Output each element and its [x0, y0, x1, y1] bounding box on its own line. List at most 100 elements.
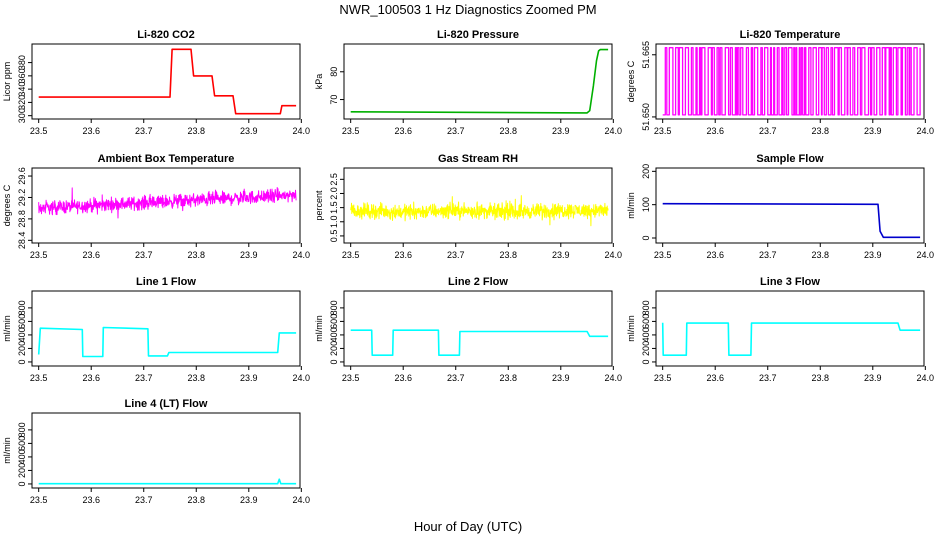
x-tick-label: 23.6 [394, 373, 412, 383]
x-tick-label: 23.8 [811, 373, 829, 383]
y-tick-label: 100 [641, 197, 651, 212]
x-tick-label: 23.6 [394, 250, 412, 260]
panel-li-820-pressure: Li-820 Pressure kPa 23.5 23.6 23.7 23.8 23.9 24… [314, 29, 622, 136]
panel-line-2-flow: Line 2 Flow ml/min 23.5 23.6 23.7 23.8 23.9 24.… [314, 276, 622, 383]
x-tick-label: 23.9 [864, 126, 882, 136]
y-tick-label: 400 [641, 327, 651, 342]
y-tick-label: 800 [329, 300, 339, 315]
y-tick-label: 0 [17, 481, 27, 486]
y-tick-label: 1.0 [329, 216, 339, 229]
y-axis-label: ml/min [2, 437, 12, 464]
y-tick-label: 0 [329, 359, 339, 364]
y-tick-label: 200 [17, 341, 27, 356]
panel-li-820-co2: Li-820 CO2 Licor ppm 23.5 23.6 23.7 23.8 23.9 2… [2, 29, 310, 136]
x-tick-label: 23.6 [82, 373, 100, 383]
y-tick-label: 800 [641, 300, 651, 315]
x-tick-label: 23.8 [499, 126, 517, 136]
y-axis-label: ml/min [314, 315, 324, 342]
y-tick-label: 0 [641, 359, 651, 364]
y-tick-label: 600 [17, 314, 27, 329]
y-tick-label: 200 [641, 164, 651, 179]
y-tick-label: 29.2 [17, 189, 27, 207]
x-tick-label: 23.6 [82, 495, 100, 505]
x-tick-label: 23.8 [187, 495, 205, 505]
x-tick-label: 23.5 [654, 250, 672, 260]
y-tick-label: 800 [17, 422, 27, 437]
y-tick-label: 2.5 [329, 173, 339, 186]
y-tick-label: 80 [329, 67, 339, 77]
plot-frame [31, 412, 301, 489]
panel-title: Line 2 Flow [448, 276, 508, 288]
x-tick-label: 23.7 [135, 250, 153, 260]
y-tick-label: 300 [17, 108, 27, 123]
y-tick-label: 0 [641, 235, 651, 240]
panel-line-3-flow: Line 3 Flow ml/min 23.5 23.6 23.7 23.8 23.9 24.… [626, 276, 934, 383]
x-tick-label: 23.9 [552, 373, 570, 383]
x-tick-label: 23.6 [706, 126, 724, 136]
x-tick-label: 23.6 [82, 126, 100, 136]
x-tick-label: 24.0 [293, 126, 311, 136]
plot-frame [31, 43, 301, 120]
series-line [662, 47, 921, 116]
x-tick-label: 23.5 [654, 373, 672, 383]
x-tick-label: 23.8 [187, 250, 205, 260]
y-axis-label: degrees C [626, 60, 636, 102]
panel-title: Line 1 Flow [136, 276, 196, 288]
y-axis-label: ml/min [626, 192, 636, 219]
plot-frame [31, 290, 301, 367]
x-tick-label: 23.8 [499, 250, 517, 260]
figure-title: NWR_100503 1 Hz Diagnostics Zoomed PM [339, 2, 596, 17]
x-tick-label: 24.0 [293, 250, 311, 260]
y-axis-label: Licor ppm [2, 62, 12, 102]
y-axis-label: kPa [314, 74, 324, 90]
panel-title: Ambient Box Temperature [98, 153, 235, 165]
y-tick-label: 28.4 [17, 232, 27, 250]
y-tick-label: 320 [17, 95, 27, 110]
x-tick-label: 23.8 [187, 126, 205, 136]
y-axis-label: degrees C [2, 184, 12, 226]
y-axis-label: ml/min [2, 315, 12, 342]
x-tick-label: 23.8 [811, 126, 829, 136]
y-tick-label: 200 [641, 341, 651, 356]
figure-xlabel: Hour of Day (UTC) [414, 519, 522, 534]
x-tick-label: 23.7 [447, 373, 465, 383]
x-tick-label: 23.5 [342, 373, 360, 383]
x-tick-label: 23.9 [864, 250, 882, 260]
x-tick-label: 23.9 [864, 373, 882, 383]
panel-gas-stream-rh: Gas Stream RH percent 23.5 23.6 23.7 23.8 23.9… [314, 153, 622, 260]
x-tick-label: 23.8 [811, 250, 829, 260]
y-tick-label: 200 [329, 341, 339, 356]
x-tick-label: 24.0 [605, 126, 623, 136]
x-tick-label: 23.7 [135, 373, 153, 383]
x-tick-label: 23.8 [187, 373, 205, 383]
x-tick-label: 23.5 [654, 126, 672, 136]
y-tick-label: 360 [17, 68, 27, 83]
y-tick-label: 70 [329, 95, 339, 105]
series-line [350, 329, 609, 356]
x-tick-label: 23.7 [135, 495, 153, 505]
y-tick-label: 1.5 [329, 201, 339, 214]
series-line [350, 195, 609, 227]
x-tick-label: 23.5 [30, 495, 48, 505]
plot-frame [31, 167, 301, 244]
panel-sample-flow: Sample Flow ml/min 23.5 23.6 23.7 23.8 23.9 24.… [626, 153, 934, 260]
plot-frame [343, 290, 613, 367]
panel-ambient-box-temperature: Ambient Box Temperature degrees C 23.5 23.6… [2, 153, 310, 260]
y-tick-label: 600 [17, 436, 27, 451]
y-tick-label: 2.0 [329, 187, 339, 200]
x-tick-label: 23.6 [82, 250, 100, 260]
x-tick-label: 24.0 [293, 373, 311, 383]
y-tick-label: 51.650 [641, 103, 651, 131]
panel-title: Li-820 CO2 [137, 29, 194, 41]
y-axis-label: ml/min [626, 315, 636, 342]
y-tick-label: 0.5 [329, 230, 339, 243]
y-tick-label: 51.665 [641, 41, 651, 69]
x-tick-label: 23.5 [342, 126, 360, 136]
panel-li-820-temperature: Li-820 Temperature degrees C 23.5 23.6 23.7 2… [626, 29, 934, 136]
y-tick-label: 800 [17, 300, 27, 315]
series-line [38, 187, 297, 219]
series-line [661, 322, 921, 356]
plot-frame [655, 43, 925, 120]
plot-frame [655, 290, 925, 367]
y-tick-label: 0 [17, 359, 27, 364]
